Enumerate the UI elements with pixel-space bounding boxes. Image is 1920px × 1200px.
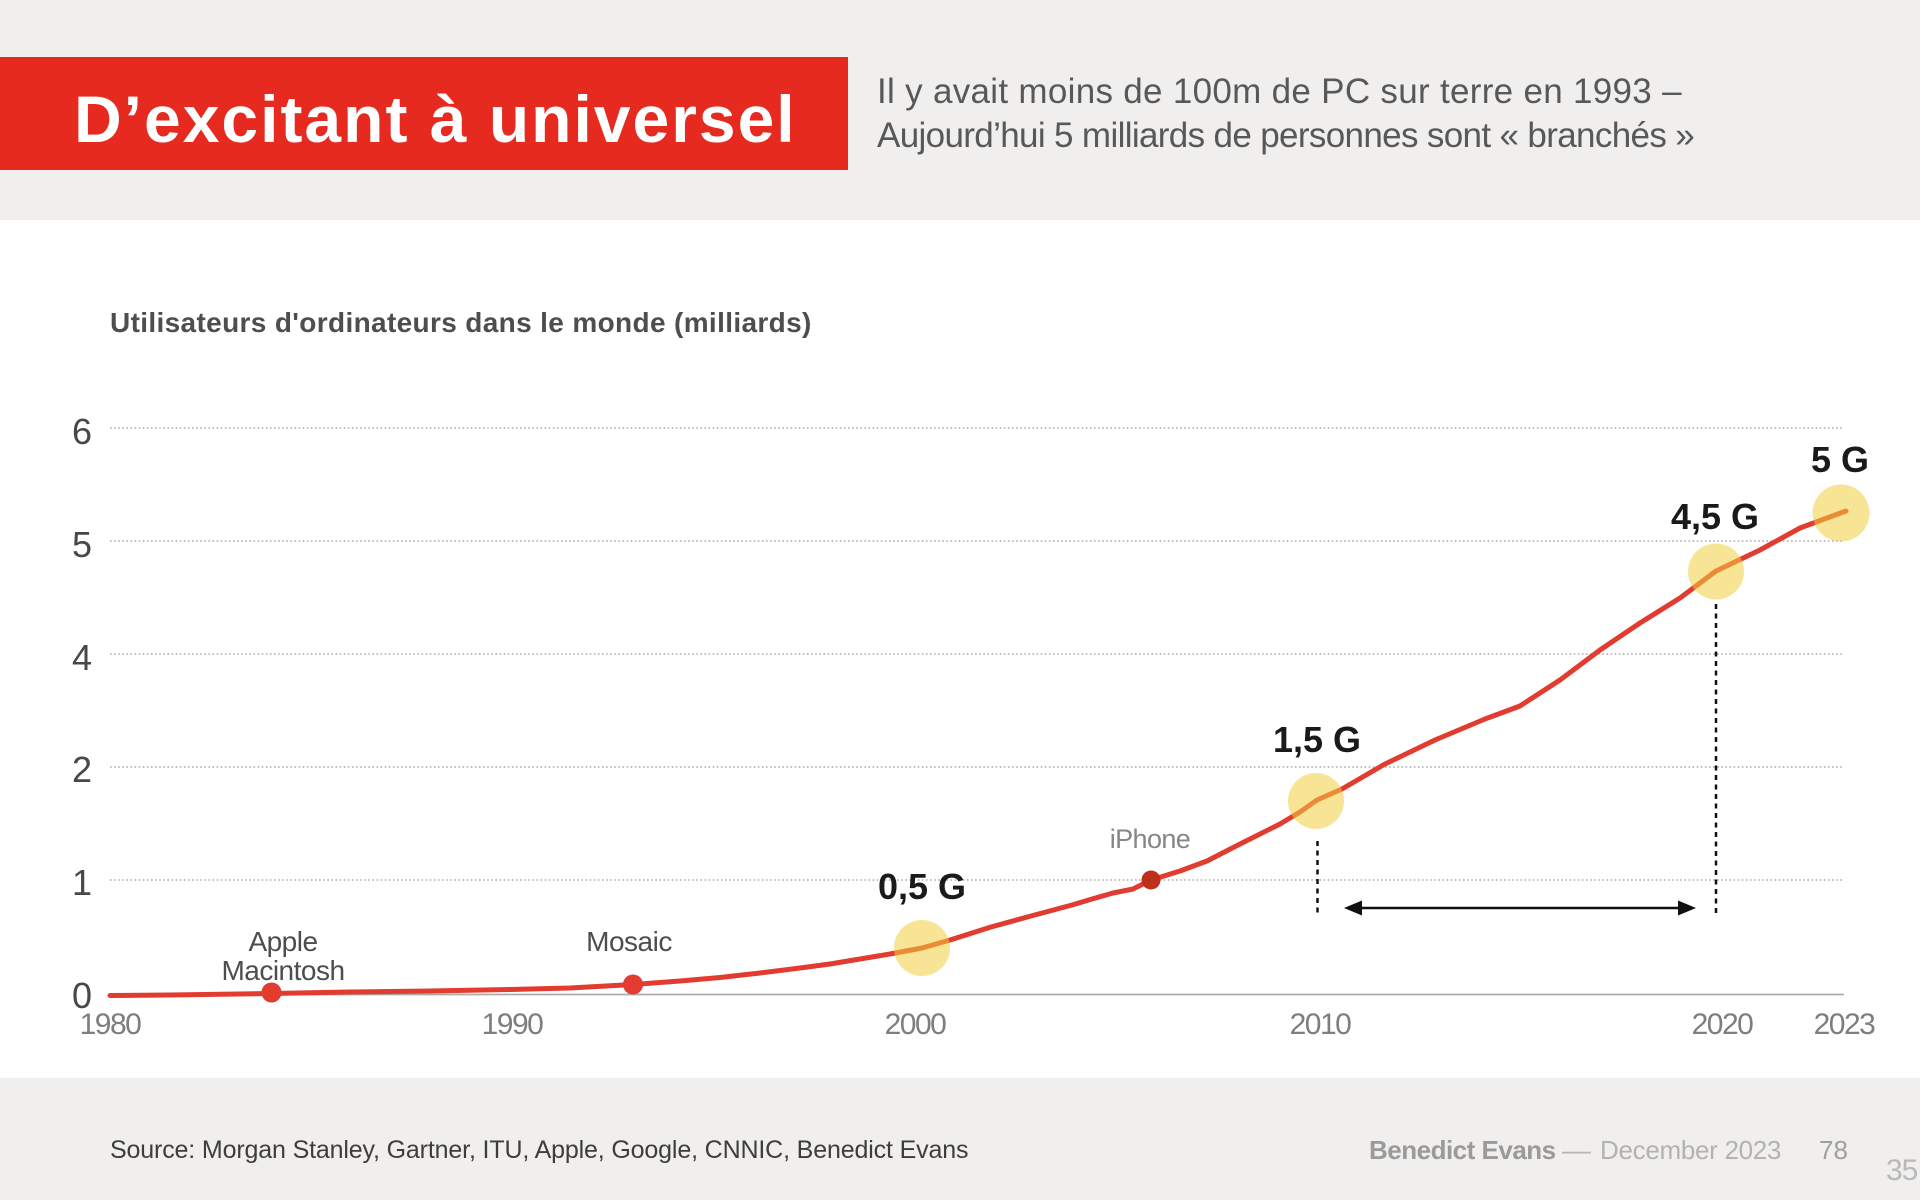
svg-text:1,5 G: 1,5 G <box>1273 719 1361 760</box>
svg-text:2010: 2010 <box>1290 1008 1352 1041</box>
svg-text:0,5 G: 0,5 G <box>878 866 966 907</box>
svg-text:5 G: 5 G <box>1811 439 1869 480</box>
svg-text:Apple: Apple <box>248 926 317 957</box>
svg-text:4,5 G: 4,5 G <box>1671 496 1759 537</box>
svg-text:1990: 1990 <box>482 1008 544 1041</box>
svg-text:2020: 2020 <box>1692 1008 1754 1041</box>
svg-text:1980: 1980 <box>80 1008 142 1041</box>
svg-text:5: 5 <box>72 524 92 565</box>
svg-text:2: 2 <box>72 749 92 790</box>
svg-text:1: 1 <box>72 862 92 903</box>
svg-text:0: 0 <box>72 975 92 1016</box>
svg-text:Mosaic: Mosaic <box>586 926 672 957</box>
svg-text:4: 4 <box>72 637 92 678</box>
svg-text:iPhone: iPhone <box>1110 824 1190 854</box>
svg-text:Macintosh: Macintosh <box>221 955 344 986</box>
svg-text:6: 6 <box>72 411 92 452</box>
svg-text:2000: 2000 <box>885 1008 947 1041</box>
svg-text:2023: 2023 <box>1814 1008 1876 1041</box>
